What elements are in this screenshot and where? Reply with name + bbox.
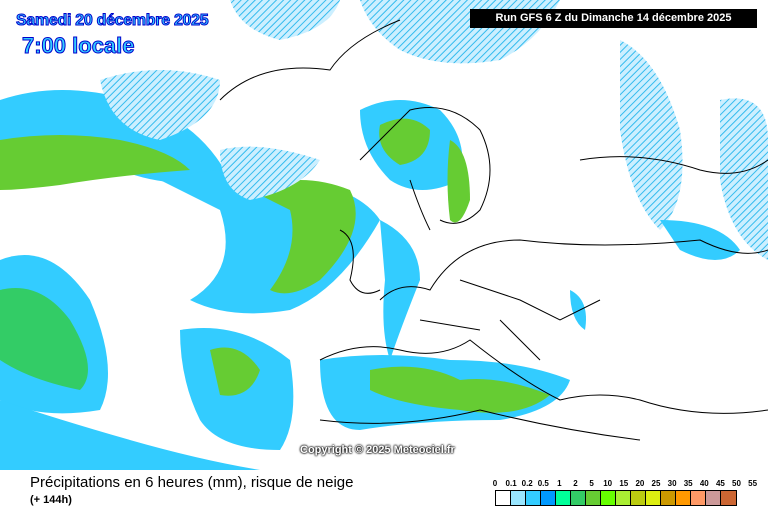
legend-label: 2 [573, 479, 578, 488]
coastlines [219, 19, 768, 441]
legend-swatch [571, 491, 586, 505]
precip-legend [495, 490, 737, 506]
legend-label: 10 [603, 479, 613, 488]
legend-swatch [706, 491, 721, 505]
precipitation-map[interactable] [0, 0, 768, 470]
forecast-time: 7:00 locale [22, 33, 136, 59]
legend-swatch [646, 491, 661, 505]
forecast-offset: (+ 144h) [30, 494, 72, 506]
legend-swatch [691, 491, 706, 505]
legend-swatch [631, 491, 646, 505]
legend-label: 0 [492, 479, 498, 488]
legend-swatch [526, 491, 541, 505]
legend-label: 50 [732, 479, 741, 488]
map-caption: Précipitations en 6 heures (mm), risque … [30, 474, 354, 491]
legend-swatch [721, 491, 736, 505]
model-run-label: Run GFS 6 Z du Dimanche 14 décembre 2025 [470, 9, 757, 28]
legend-swatch [616, 491, 631, 505]
legend-swatch [556, 491, 571, 505]
legend-swatch [511, 491, 526, 505]
legend-label: 40 [699, 479, 709, 488]
legend-label: 30 [667, 479, 677, 488]
legend-label: 5 [589, 479, 594, 488]
legend-label: 20 [635, 479, 645, 488]
legend-swatch [541, 491, 556, 505]
legend-swatch [496, 491, 511, 505]
legend-swatch [676, 491, 691, 505]
legend-swatch [661, 491, 676, 505]
copyright: Copyright © 2025 Meteociel.fr [300, 444, 455, 456]
legend-label: 0.1 [505, 479, 517, 488]
legend-swatch [586, 491, 601, 505]
legend-label: 45 [715, 479, 725, 488]
legend-swatch [601, 491, 616, 505]
legend-label: 25 [651, 479, 661, 488]
legend-label: 0.5 [537, 479, 549, 488]
legend-label: 15 [619, 479, 629, 488]
precip-areas [0, 0, 768, 470]
forecast-date: Samedi 20 décembre 2025 [15, 12, 209, 30]
legend-label: 35 [683, 479, 693, 488]
legend-label: 55 [748, 479, 758, 488]
legend-label: 0.2 [521, 479, 533, 488]
legend-label: 1 [557, 479, 562, 488]
